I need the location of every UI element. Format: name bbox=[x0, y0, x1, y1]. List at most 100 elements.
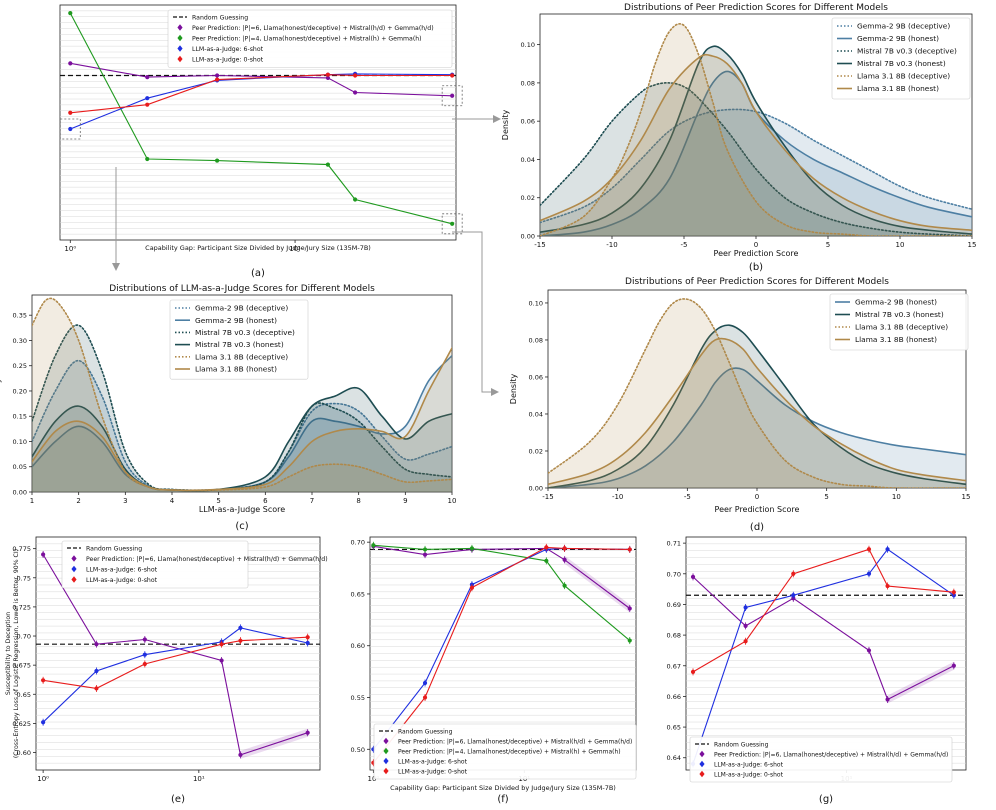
series-line bbox=[42, 627, 308, 723]
data-point bbox=[450, 221, 455, 226]
density-line bbox=[32, 324, 452, 492]
x-tick-label: -5 bbox=[684, 493, 691, 501]
x-tick-label: 5 bbox=[826, 241, 830, 249]
legend-label: Peer Prediction: |P|=6, Llama(honest/dec… bbox=[398, 738, 632, 745]
series-line bbox=[373, 544, 631, 642]
legend-swatch bbox=[71, 565, 77, 573]
y-tick-label: 0.08 bbox=[521, 79, 535, 87]
density-line bbox=[32, 297, 452, 492]
data-point bbox=[142, 637, 147, 642]
x-tick-label: 10⁰ bbox=[64, 245, 76, 253]
y-tick-label: 0.675 bbox=[12, 662, 31, 670]
data-point bbox=[219, 658, 224, 663]
legend-label: Random Guessing bbox=[86, 545, 142, 552]
series-line bbox=[69, 12, 453, 225]
density-fill bbox=[32, 355, 452, 492]
legend-swatch bbox=[383, 767, 389, 775]
data-point bbox=[215, 73, 220, 78]
y-tick-label: 0.69 bbox=[667, 601, 681, 609]
panel-connectors bbox=[112, 115, 501, 396]
panel-caption-b: (b) bbox=[749, 262, 763, 273]
data-point bbox=[219, 642, 224, 647]
legend-swatch bbox=[699, 770, 705, 778]
data-point bbox=[325, 72, 331, 77]
density-line bbox=[540, 23, 972, 236]
y-tick-label: 0.04 bbox=[521, 156, 535, 164]
y-tick-label: 0.775 bbox=[12, 545, 31, 553]
legend-swatch bbox=[177, 45, 183, 52]
legend-label: Llama 3.1 8B (honest) bbox=[857, 84, 939, 93]
x-tick-label: 15 bbox=[962, 493, 971, 501]
data-point bbox=[469, 546, 475, 551]
legend-label: Mistral 7B v0.3 (deceptive) bbox=[857, 47, 957, 56]
density-fill bbox=[32, 360, 452, 492]
legend-swatch bbox=[177, 55, 183, 63]
legend-label: LLM-as-a-Judge: 0-shot bbox=[714, 771, 784, 778]
y-tick-label: 0.725 bbox=[12, 603, 31, 611]
data-point bbox=[353, 197, 358, 202]
y-tick-label: 0.10 bbox=[13, 438, 27, 446]
y-tick-label: 0.10 bbox=[529, 299, 543, 307]
legend-swatch bbox=[383, 757, 389, 765]
x-tick-label: -5 bbox=[681, 241, 688, 249]
y-tick-label: 0.05 bbox=[13, 463, 27, 471]
data-point bbox=[94, 642, 99, 647]
data-point bbox=[544, 558, 549, 563]
y-tick-label: 0.66 bbox=[667, 693, 681, 701]
legend-label: Mistral 7B v0.3 (deceptive) bbox=[195, 328, 295, 337]
panel-c: Distributions of LLM-as-a-Judge Scores f… bbox=[0, 284, 456, 532]
y-tick-label: 0.71 bbox=[667, 540, 681, 548]
legend-label: Gemma-2 9B (honest) bbox=[857, 34, 939, 43]
data-point bbox=[422, 552, 428, 557]
data-point bbox=[791, 593, 796, 598]
y-tick-label: 0.00 bbox=[13, 489, 27, 497]
data-point bbox=[885, 547, 890, 552]
x-tick-label: 5 bbox=[824, 493, 828, 501]
x-axis-label-f: Capability Gap: Participant Size Divided… bbox=[390, 784, 616, 792]
data-point bbox=[353, 73, 358, 78]
data-point bbox=[690, 574, 696, 579]
legend-swatch bbox=[71, 555, 77, 562]
y-tick-label: 0.04 bbox=[529, 410, 543, 418]
data-point bbox=[238, 638, 243, 643]
data-point bbox=[142, 661, 147, 667]
x-tick-label: 8 bbox=[356, 497, 360, 505]
density-fill bbox=[548, 298, 966, 488]
legend-g bbox=[689, 736, 953, 783]
panel-caption-f: (f) bbox=[497, 794, 508, 805]
data-point bbox=[41, 552, 46, 557]
y-tick-label: 0.20 bbox=[13, 387, 27, 395]
y-tick-label: 0.00 bbox=[529, 485, 543, 493]
y-tick-label: 0.70 bbox=[17, 633, 31, 641]
y-tick-label: 0.25 bbox=[13, 362, 27, 370]
data-point bbox=[562, 583, 567, 588]
plot-frame-c bbox=[31, 294, 453, 493]
data-point bbox=[422, 547, 428, 552]
y-tick-label: 0.67 bbox=[667, 662, 681, 670]
y-tick-label: 0.70 bbox=[351, 539, 365, 547]
y-tick-label: 0.65 bbox=[351, 590, 365, 598]
legend-label: Mistral 7B v0.3 (honest) bbox=[195, 340, 284, 349]
series-line bbox=[42, 554, 308, 756]
legend-label: Peer Prediction: |P|=6, Llama(honest/dec… bbox=[714, 751, 948, 758]
legend-label: Peer Prediction: |P|=6, Llama(honest/dec… bbox=[192, 25, 434, 32]
x-tick-label: 10¹ bbox=[289, 245, 301, 253]
y-tick-label: 0.65 bbox=[667, 724, 681, 732]
data-point bbox=[68, 110, 73, 115]
y-tick-label: 0.06 bbox=[529, 373, 543, 381]
legend-swatch bbox=[177, 24, 183, 31]
y-tick-label: 0.35 bbox=[13, 312, 27, 320]
data-point bbox=[68, 126, 73, 132]
legend-label: Peer Prediction: |P|=6, Llama(honest/dec… bbox=[86, 556, 328, 563]
data-point bbox=[145, 102, 150, 107]
highlight-box bbox=[441, 213, 463, 235]
y-tick-label: 0.64 bbox=[667, 754, 681, 762]
density-fill bbox=[540, 46, 972, 236]
data-point bbox=[743, 639, 748, 644]
series-layer-b bbox=[540, 23, 972, 236]
y-tick-label: 0.65 bbox=[17, 691, 31, 699]
y-tick-label: 0.55 bbox=[351, 694, 365, 702]
data-point bbox=[215, 77, 220, 82]
data-point bbox=[68, 61, 73, 66]
